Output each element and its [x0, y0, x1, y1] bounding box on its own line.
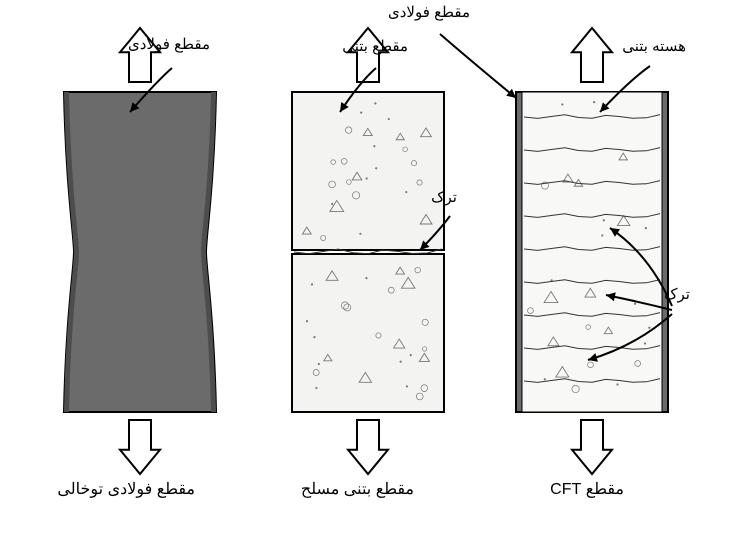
diagram-svg [0, 0, 735, 533]
rc-top-half [292, 92, 444, 250]
caption-rc: مقطع بتنی مسلح [301, 479, 414, 499]
diagram-stage: مقطع فولادی مقطع فولادی مقطع بتنی هسته ب… [0, 0, 735, 533]
cft-steel-label-to-shell [440, 34, 516, 98]
label-crack-1: ترک [431, 188, 457, 206]
caption-steel: مقطع فولادی توخالی [57, 479, 195, 499]
label-steel-section-2: مقطع فولادی [388, 3, 470, 21]
steel-hollow-section [64, 92, 216, 412]
caption-cft: مقطع CFT [550, 479, 624, 499]
label-concrete-core: هسته بتنی [622, 37, 686, 55]
label-concrete-section: مقطع بتنی [342, 37, 408, 55]
cft-concrete-core [522, 92, 662, 412]
label-steel-section-1: مقطع فولادی [128, 35, 210, 53]
label-crack-2: ترک [664, 285, 690, 303]
